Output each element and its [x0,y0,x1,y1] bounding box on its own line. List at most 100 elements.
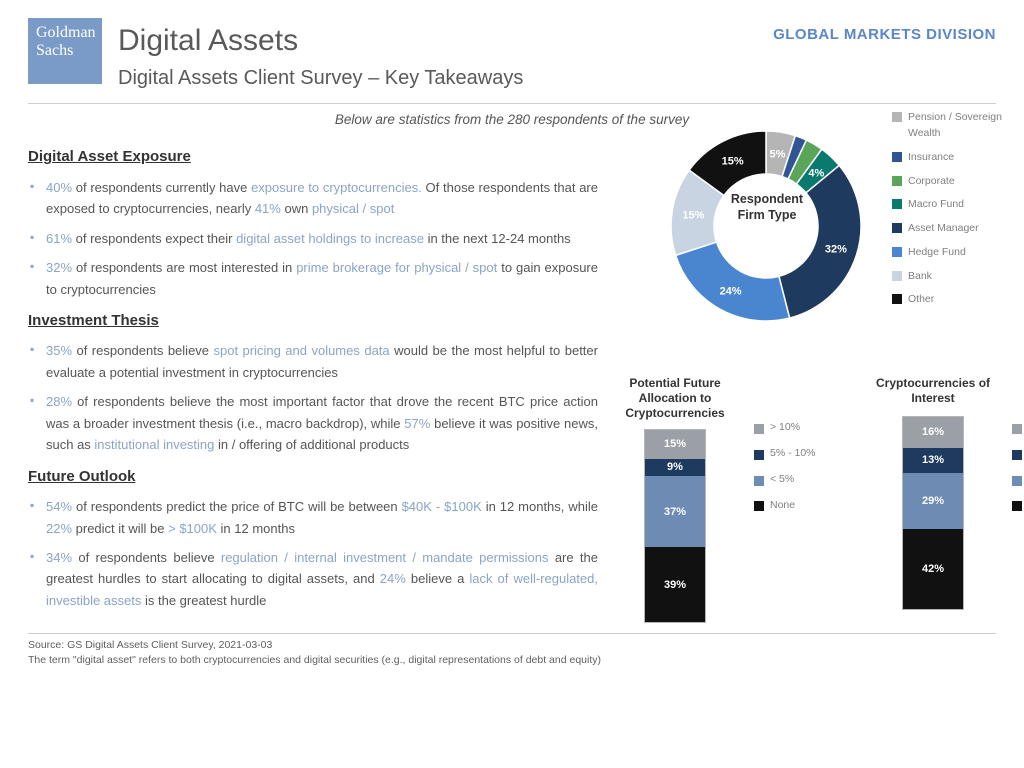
donut-slice [676,242,790,321]
legend-label: < 5% [770,472,794,488]
legend-item: Other [1012,420,1024,436]
legend-item: BTC [1012,498,1024,514]
legend-label: > 10% [770,420,800,436]
stack-title: Cryptocurrencies of Interest [874,376,992,408]
heading-exposure: Digital Asset Exposure [28,146,598,169]
legend-label: Hedge Fund [908,245,966,261]
legend-label: Bank [908,269,932,285]
donut-slice-label: 4% [808,168,824,180]
stack-col-allocation: Potential Future Allocation to Cryptocur… [616,376,734,623]
bullet: 54% of respondents predict the price of … [30,496,598,539]
heading-outlook: Future Outlook [28,466,598,489]
donut-slice-label: 15% [722,156,744,168]
legend-item: Macro Fund [892,197,1002,213]
source-line-2: The term "digital asset" refers to both … [28,653,996,668]
legend-item: Hedge Fund [892,245,1002,261]
bar-segment: 15% [645,430,705,459]
division-label: GLOBAL MARKETS DIVISION [773,24,996,47]
left-column: Digital Asset Exposure 40% of respondent… [28,136,598,623]
legend-label: Macro Fund [908,197,964,213]
stack-legend-interest: Other Stablecoins ETH BTC [1012,376,1024,623]
donut-slice-label: 15% [682,210,704,222]
logo-line-2: Sachs [36,42,94,60]
legend-swatch [754,501,764,511]
source-line-1: Source: GS Digital Assets Client Survey,… [28,638,996,653]
legend-label: Other [908,292,934,308]
header: Goldman Sachs Digital Assets Digital Ass… [28,18,996,93]
legend-swatch [892,247,902,257]
legend-item: Pension / Sovereign Wealth [892,110,1002,142]
legend-label: None [770,498,795,514]
stack-legend-allocation: > 10% 5% - 10% < 5% None [754,376,854,623]
donut-center-label: Respondent Firm Type [719,192,815,223]
legend-swatch [754,476,764,486]
bar-segment: 42% [903,529,963,610]
bar-segment: 13% [903,448,963,473]
legend-label: Pension / Sovereign Wealth [908,110,1002,142]
legend-item: None [754,498,854,514]
legend-item: Corporate [892,174,1002,190]
donut-slice [779,166,861,319]
legend-item: ETH [1012,472,1024,488]
legend-swatch [892,152,902,162]
donut-slice-label: 5% [770,149,786,161]
legend-swatch [1012,476,1022,486]
legend-swatch [1012,450,1022,460]
legend-label: 5% - 10% [770,446,816,462]
legend-swatch [892,294,902,304]
legend-item: > 10% [754,420,854,436]
bullet: 35% of respondents believe spot pricing … [30,340,598,383]
divider-bottom [28,633,996,634]
legend-item: 5% - 10% [754,446,854,462]
legend-swatch [892,199,902,209]
legend-swatch [1012,501,1022,511]
stacked-bars-area: Potential Future Allocation to Cryptocur… [616,376,1024,623]
bar-segment: 29% [903,473,963,529]
legend-item: Stablecoins [1012,446,1024,462]
bar-segment: 16% [903,417,963,448]
bullet: 34% of respondents believe regulation / … [30,547,598,611]
legend-label: Insurance [908,150,954,166]
list-thesis: 35% of respondents believe spot pricing … [28,340,598,455]
bullet: 61% of respondents expect their digital … [30,228,598,249]
stacked-bar: 15%9%37%39% [644,429,706,623]
bullet: 32% of respondents are most interested i… [30,257,598,300]
bar-segment: 37% [645,476,705,547]
legend-swatch [892,112,902,122]
logo-line-1: Goldman [36,24,94,42]
stack-title: Potential Future Allocation to Cryptocur… [616,376,734,421]
right-column: 5%4%32%24%15%15% Respondent Firm Type Pe… [616,136,1024,623]
main-columns: Digital Asset Exposure 40% of respondent… [28,136,996,623]
legend-label: Corporate [908,174,955,190]
legend-swatch [754,450,764,460]
legend-label: Asset Manager [908,221,979,237]
stacked-bar: 16%13%29%42% [902,416,964,610]
legend-swatch [892,271,902,281]
legend-item: Other [892,292,1002,308]
stack-col-interest: Cryptocurrencies of Interest 16%13%29%42… [874,376,992,623]
donut-slice-label: 24% [720,286,742,298]
page-subtitle: Digital Assets Client Survey – Key Takea… [118,63,996,93]
list-outlook: 54% of respondents predict the price of … [28,496,598,611]
legend-item: Asset Manager [892,221,1002,237]
legend-item: Bank [892,269,1002,285]
legend-swatch [754,424,764,434]
legend-swatch [892,223,902,233]
divider-top [28,103,996,104]
bar-segment: 39% [645,547,705,622]
heading-thesis: Investment Thesis [28,310,598,333]
brand-logo: Goldman Sachs [28,18,102,84]
legend-item: < 5% [754,472,854,488]
donut-chart: 5% 4% 32% 24% 15% 15% [646,116,886,346]
bullet: 40% of respondents currently have exposu… [30,177,598,220]
bar-segment: 9% [645,459,705,476]
donut-slice-label: 32% [825,244,847,256]
donut-legend: Pension / Sovereign Wealth Insurance Corpo… [892,110,1002,316]
legend-swatch [892,176,902,186]
list-exposure: 40% of respondents currently have exposu… [28,177,598,300]
footer-source: Source: GS Digital Assets Client Survey,… [28,638,996,667]
legend-item: Insurance [892,150,1002,166]
legend-swatch [1012,424,1022,434]
bullet: 28% of respondents believe the most impo… [30,391,598,455]
donut-chart-wrap: 5%4%32%24%15%15% Respondent Firm Type Pe… [616,136,986,366]
